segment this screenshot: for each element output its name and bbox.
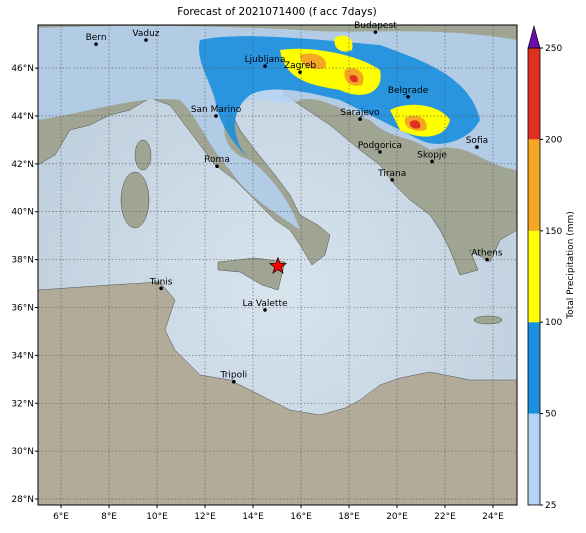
city-dot: [373, 30, 378, 34]
city-dot: [94, 42, 98, 46]
city-dot: [232, 379, 236, 384]
chart-title: Forecast of 2021071400 (f acc 7days): [177, 6, 376, 18]
y-tick-label: 28°N: [11, 495, 34, 505]
x-tick-label: 6°E: [53, 512, 69, 522]
city-label: Sarajevo: [340, 108, 380, 118]
graticule: 6°E 8°E 10°E 12°E 14°E 16°E 18°E 20°E 22°E 24°E 28…: [11, 25, 517, 522]
colorbar-tick-label: 25: [545, 501, 556, 511]
city-label: Tirana: [377, 169, 406, 179]
land-sardinia: [120, 171, 150, 229]
map-frame: [37, 24, 518, 506]
city-dot: [298, 70, 302, 74]
city-dot: [475, 145, 479, 149]
y-tick-label: 32°N: [11, 399, 34, 409]
city-label: San Marino: [191, 105, 242, 115]
city-dot: [215, 164, 219, 169]
x-tick-label: 18°E: [338, 512, 360, 522]
land-corsica: [134, 139, 152, 171]
city-dot: [358, 117, 362, 121]
land-sicily: [217, 257, 286, 291]
colorbar-segment: [528, 413, 540, 505]
colorbar-segment: [528, 322, 540, 414]
x-tick-label: 8°E: [101, 512, 117, 522]
city-label: Bern: [86, 33, 107, 43]
city-dot: [159, 286, 163, 291]
city-label: Athens: [471, 249, 502, 259]
city-label: Skopje: [417, 150, 447, 160]
precip-extreme: [349, 74, 421, 129]
city-dot: [430, 159, 434, 164]
colorbar-tick-label: 150: [545, 227, 562, 237]
colorbar-segment: [528, 230, 540, 323]
y-tick-label: 34°N: [11, 351, 34, 361]
x-tick-label: 12°E: [194, 512, 216, 522]
city-label: Ljubljana: [245, 55, 286, 65]
y-tick-label: 38°N: [11, 256, 34, 266]
colorbar-tick-label: 100: [545, 318, 562, 328]
land-crete: [473, 315, 503, 325]
y-tick-label: 30°N: [11, 447, 34, 457]
colorbar-label: Total Precipitation (mm): [566, 211, 576, 320]
city-label: Podgorica: [358, 141, 402, 151]
colorbar-frame: [527, 47, 541, 506]
colorbar: 25 50 100 150 200 250: [527, 24, 562, 511]
x-tick-label: 24°E: [482, 512, 504, 522]
city-dot: [263, 64, 267, 68]
y-tick-label: 36°N: [11, 303, 34, 313]
y-tick-label: 40°N: [11, 208, 34, 218]
y-tick-label: 46°N: [11, 64, 34, 74]
x-tick-label: 14°E: [242, 512, 264, 522]
city-label: Tripoli: [220, 371, 248, 381]
city-label: Roma: [204, 155, 230, 165]
city-dot: [406, 95, 410, 99]
city-label: Budapest: [354, 21, 397, 31]
colorbar-extend: [527, 24, 541, 49]
colorbar-segment: [528, 139, 540, 231]
city-label: La Valette: [243, 299, 288, 309]
city-label: Sofia: [466, 136, 488, 146]
city-label: Zagreb: [284, 61, 316, 71]
city-label: Belgrade: [388, 86, 429, 96]
event-star: [268, 256, 288, 274]
colorbar-tick-label: 200: [545, 135, 562, 145]
colorbar-tick-label: 50: [545, 410, 557, 420]
city-dot: [214, 114, 218, 118]
city-dot: [144, 38, 148, 42]
y-tick-label: 42°N: [11, 160, 34, 170]
city-label: Vaduz: [132, 29, 159, 39]
city-dot: [485, 257, 489, 262]
y-tick-label: 44°N: [11, 112, 34, 122]
x-tick-label: 10°E: [146, 512, 168, 522]
colorbar-segment: [528, 48, 540, 140]
city-dot: [390, 178, 395, 182]
city-dot: [378, 150, 382, 154]
x-tick-label: 22°E: [434, 512, 456, 522]
city-dot: [263, 308, 267, 312]
x-tick-label: 16°E: [290, 512, 312, 522]
city-label: Tunis: [149, 277, 173, 287]
colorbar-tick-label: 250: [545, 44, 562, 54]
x-tick-label: 20°E: [386, 512, 408, 522]
